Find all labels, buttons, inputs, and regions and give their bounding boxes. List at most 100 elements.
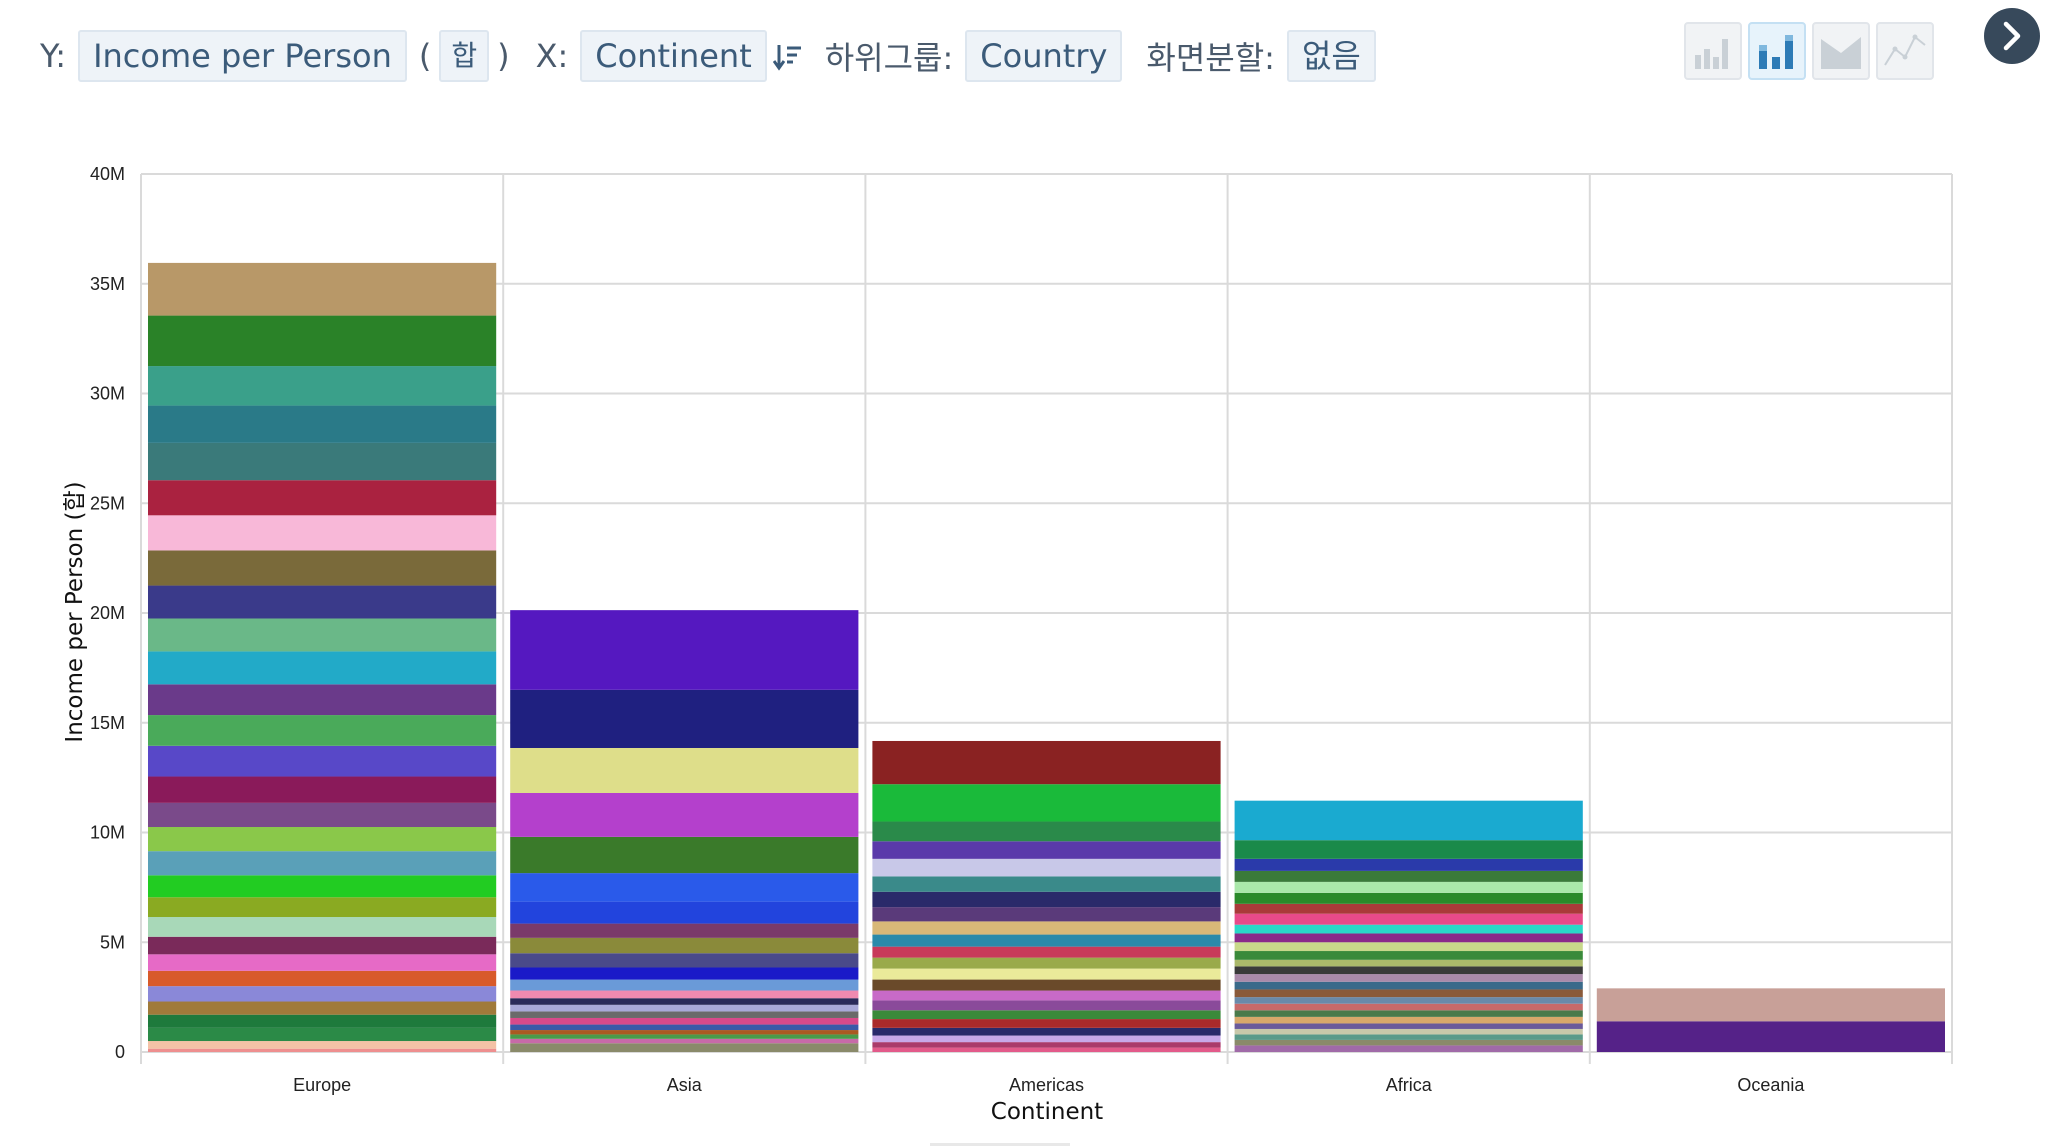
- bar-segment[interactable]: [148, 970, 497, 987]
- chevron-right-icon[interactable]: [1984, 8, 2040, 64]
- bar-segment[interactable]: [872, 934, 1221, 947]
- bar-segment[interactable]: [872, 907, 1221, 922]
- bar-segment[interactable]: [872, 1019, 1221, 1028]
- bar-segment[interactable]: [872, 821, 1221, 842]
- bar-segment[interactable]: [872, 1047, 1221, 1052]
- bar-segment[interactable]: [148, 1027, 497, 1042]
- bar-segment[interactable]: [510, 747, 859, 793]
- bar-segment[interactable]: [510, 1024, 859, 1031]
- bar-segment[interactable]: [510, 689, 859, 748]
- bar-segment[interactable]: [1596, 1021, 1945, 1052]
- bar-segment[interactable]: [148, 986, 497, 1002]
- bar-segment[interactable]: [148, 550, 497, 586]
- bar-segment[interactable]: [872, 1035, 1221, 1043]
- bar-segment[interactable]: [148, 936, 497, 955]
- bar-segment[interactable]: [872, 876, 1221, 892]
- bar-segment[interactable]: [148, 745, 497, 777]
- bar-segment[interactable]: [148, 585, 497, 619]
- bar-segment[interactable]: [872, 1027, 1221, 1036]
- bar-segment[interactable]: [872, 979, 1221, 991]
- bar-segment[interactable]: [872, 841, 1221, 859]
- bar-segment[interactable]: [1234, 1023, 1583, 1029]
- bar-segment[interactable]: [872, 891, 1221, 908]
- bar-segment[interactable]: [510, 953, 859, 968]
- bar-segment[interactable]: [510, 990, 859, 999]
- bar-segment[interactable]: [510, 836, 859, 874]
- bar-segment[interactable]: [148, 954, 497, 971]
- bar-segment[interactable]: [872, 784, 1221, 822]
- bar-segment[interactable]: [510, 979, 859, 991]
- aggregation-select[interactable]: 합: [439, 30, 490, 82]
- bar-segment[interactable]: [510, 1043, 859, 1052]
- bar-segment[interactable]: [148, 851, 497, 876]
- bar-segment[interactable]: [1234, 913, 1583, 925]
- bar-segment[interactable]: [148, 442, 497, 481]
- area-chart-icon[interactable]: [1812, 22, 1870, 80]
- bar-segment[interactable]: [148, 1041, 497, 1049]
- bar-segment[interactable]: [1234, 924, 1583, 934]
- bar-segment[interactable]: [872, 1000, 1221, 1011]
- bar-segment[interactable]: [1234, 881, 1583, 893]
- bar-segment[interactable]: [872, 858, 1221, 877]
- bar-segment[interactable]: [1234, 997, 1583, 1004]
- bar-segment[interactable]: [1234, 989, 1583, 998]
- bar-segment[interactable]: [510, 1030, 859, 1035]
- bar-segment[interactable]: [1234, 1039, 1583, 1046]
- bar-segment[interactable]: [510, 1017, 859, 1025]
- bar-segment[interactable]: [1234, 1034, 1583, 1040]
- bar-segment[interactable]: [148, 1048, 497, 1052]
- bar-segment[interactable]: [148, 776, 497, 803]
- bar-segment[interactable]: [510, 998, 859, 1005]
- bar-segment[interactable]: [148, 802, 497, 828]
- bar-segment[interactable]: [872, 968, 1221, 980]
- bar-segment[interactable]: [1234, 1010, 1583, 1017]
- bar-segment[interactable]: [1234, 858, 1583, 871]
- bar-segment[interactable]: [510, 1004, 859, 1012]
- bar-segment[interactable]: [1234, 870, 1583, 882]
- y-field-select[interactable]: Income per Person: [78, 30, 407, 82]
- bar-segment[interactable]: [872, 946, 1221, 958]
- bar-segment[interactable]: [1234, 966, 1583, 975]
- bar-segment[interactable]: [1234, 840, 1583, 859]
- bar-segment[interactable]: [1234, 951, 1583, 960]
- bar-segment[interactable]: [872, 921, 1221, 935]
- bar-segment[interactable]: [148, 315, 497, 367]
- stacked-bar-chart-icon[interactable]: [1748, 22, 1806, 80]
- bar-segment[interactable]: [1234, 942, 1583, 952]
- bar-segment[interactable]: [1234, 903, 1583, 914]
- bar-segment[interactable]: [510, 901, 859, 924]
- bar-segment[interactable]: [1234, 974, 1583, 982]
- bar-segment[interactable]: [510, 923, 859, 938]
- bar-segment[interactable]: [1234, 1045, 1583, 1052]
- bar-segment[interactable]: [1596, 988, 1945, 1022]
- bar-segment[interactable]: [148, 897, 497, 918]
- bar-segment[interactable]: [1234, 981, 1583, 990]
- bar-segment[interactable]: [148, 618, 497, 652]
- subgroup-select[interactable]: Country: [965, 30, 1123, 82]
- bar-segment[interactable]: [148, 1014, 497, 1028]
- bar-segment[interactable]: [872, 1042, 1221, 1048]
- bar-segment[interactable]: [1234, 959, 1583, 967]
- bar-segment[interactable]: [510, 1011, 859, 1018]
- bar-segment[interactable]: [148, 715, 497, 746]
- x-field-select[interactable]: Continent: [580, 30, 767, 82]
- bar-segment[interactable]: [1234, 800, 1583, 841]
- bar-segment[interactable]: [510, 873, 859, 902]
- bar-segment[interactable]: [148, 917, 497, 937]
- bar-segment[interactable]: [510, 1038, 859, 1044]
- bar-segment[interactable]: [148, 1001, 497, 1015]
- bar-segment[interactable]: [148, 262, 497, 316]
- bar-segment[interactable]: [148, 651, 497, 685]
- bar-segment[interactable]: [872, 957, 1221, 969]
- bar-segment[interactable]: [148, 875, 497, 898]
- bar-segment[interactable]: [148, 827, 497, 852]
- line-chart-icon[interactable]: [1876, 22, 1934, 80]
- bar-segment[interactable]: [510, 1034, 859, 1039]
- bar-segment[interactable]: [510, 610, 859, 690]
- bar-segment[interactable]: [1234, 1028, 1583, 1035]
- bar-segment[interactable]: [1234, 1003, 1583, 1011]
- bar-segment[interactable]: [148, 480, 497, 516]
- bar-segment[interactable]: [872, 1010, 1221, 1020]
- bar-chart-icon[interactable]: [1684, 22, 1742, 80]
- bar-segment[interactable]: [148, 684, 497, 716]
